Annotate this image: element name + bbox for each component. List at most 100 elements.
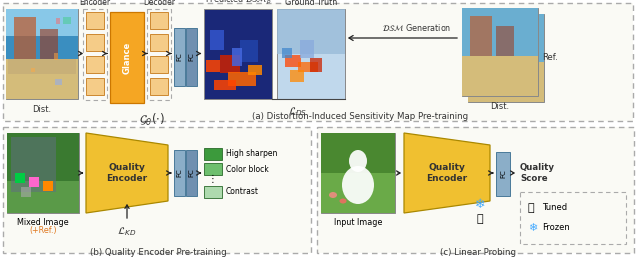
Bar [204,148,222,160]
Bar [6,9,78,99]
Text: Ground Truth: Ground Truth [285,0,337,7]
Bar [6,36,78,59]
Bar [6,59,78,99]
Text: (+Ref.): (+Ref.) [29,226,57,235]
Bar [470,16,492,56]
Bar [150,34,168,51]
Bar [298,62,318,72]
Bar [86,56,104,73]
Bar [462,8,538,56]
Bar [206,60,220,72]
Bar [317,127,634,253]
Bar [462,56,538,96]
Text: Mixed Image: Mixed Image [17,218,69,227]
Text: Decoder: Decoder [143,0,175,7]
Bar [7,133,79,181]
Bar [228,72,256,86]
Bar [3,127,311,253]
Bar [43,181,53,191]
Bar [40,29,58,64]
Text: (b) Quality Encoder Pre-training: (b) Quality Encoder Pre-training [90,248,227,257]
Bar [150,56,168,73]
Polygon shape [404,133,490,213]
Bar [277,9,345,54]
Bar [14,17,36,62]
Bar [147,9,171,100]
Bar [6,9,78,59]
Text: Color block: Color block [226,164,269,174]
Text: Dist.: Dist. [33,105,52,114]
Bar [21,187,31,197]
Bar [502,26,518,54]
Bar [110,12,144,103]
Bar [285,55,301,67]
Text: FC: FC [177,53,182,61]
Bar [8,59,76,74]
Bar [54,53,58,60]
Bar [321,133,395,173]
Text: 🔥: 🔥 [477,214,483,224]
Bar [31,68,35,72]
Bar [86,12,104,29]
Bar [86,34,104,51]
Text: Contrast: Contrast [226,188,259,197]
Bar [174,150,185,196]
Bar [7,181,79,213]
Text: ❄: ❄ [528,223,538,233]
Bar [55,79,62,85]
Bar [150,12,168,29]
Bar [3,3,633,121]
Bar [462,8,538,96]
Text: Encoder: Encoder [79,0,111,7]
Bar [220,55,240,73]
Bar [476,18,496,56]
Text: FC: FC [189,169,195,177]
Text: FC: FC [177,169,182,177]
Text: Quality
Encoder: Quality Encoder [106,163,148,183]
Text: 🔥: 🔥 [528,203,534,213]
Bar [186,28,197,86]
Bar [186,150,197,196]
Text: Glance: Glance [122,41,131,74]
Bar [282,48,292,58]
Bar [3,3,633,121]
Text: $\mathcal{L}_{KD}$: $\mathcal{L}_{KD}$ [117,225,137,238]
Text: (a) Distortion-Induced Sensitivity Map Pre-training: (a) Distortion-Induced Sensitivity Map P… [252,112,468,121]
Bar [63,17,71,24]
Bar [214,80,236,90]
Bar [204,163,222,175]
Polygon shape [86,133,168,213]
Bar [3,127,311,253]
Bar [468,14,544,62]
Text: FC: FC [189,53,195,61]
Text: Dist.: Dist. [490,102,509,111]
Text: ⋮: ⋮ [208,174,218,184]
Ellipse shape [329,192,337,198]
Text: $\mathcal{G}_{\theta}(\cdot)$: $\mathcal{G}_{\theta}(\cdot)$ [139,112,165,128]
Text: FC: FC [500,170,506,178]
Bar [277,9,345,99]
Bar [248,65,262,75]
Text: Input Image: Input Image [334,218,382,227]
Bar [11,137,56,192]
Bar [7,133,79,213]
Text: ❄: ❄ [475,198,485,212]
Text: Quality
Encoder: Quality Encoder [426,163,468,183]
Bar [310,58,322,72]
Text: Quality
Score: Quality Score [520,163,555,183]
Bar [29,177,39,187]
Bar [240,40,258,62]
Bar [56,18,60,24]
Bar [83,9,107,100]
Bar [150,78,168,95]
Text: Tuned: Tuned [542,204,567,212]
Bar [210,30,224,50]
Bar [232,48,242,66]
Bar [86,78,104,95]
Bar [468,14,544,102]
Text: High sharpen: High sharpen [226,149,277,159]
Text: $\mathcal{DSM}$ Generation: $\mathcal{DSM}$ Generation [382,22,452,33]
Text: (c) Linear Probing: (c) Linear Probing [440,248,516,257]
Bar [174,28,185,86]
Bar [496,152,510,196]
